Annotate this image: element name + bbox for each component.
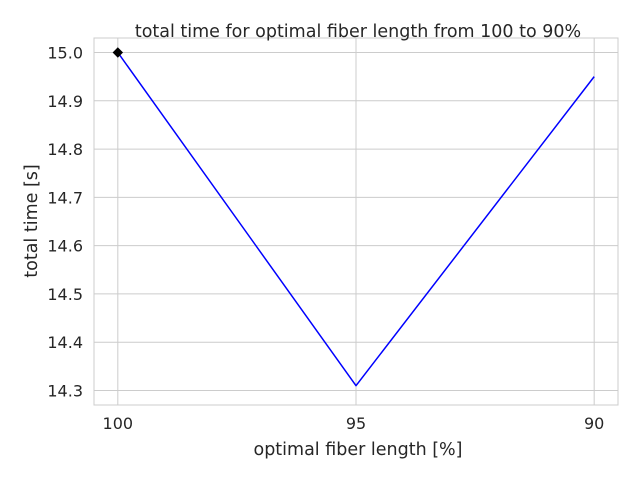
y-tick-label: 15.0 — [47, 43, 83, 62]
y-tick-label: 14.6 — [47, 237, 83, 256]
chart-title: total time for optimal fiber length from… — [135, 22, 581, 42]
y-axis-ticks: 14.3 14.4 14.5 14.6 14.7 14.8 14.9 15.0 — [47, 43, 83, 400]
y-tick-label: 14.4 — [47, 333, 83, 352]
x-axis-ticks: 100 95 90 — [103, 414, 605, 433]
y-tick-label: 14.5 — [47, 285, 83, 304]
x-axis-label: optimal fiber length [%] — [253, 440, 462, 460]
y-tick-label: 14.3 — [47, 382, 83, 401]
y-tick-label: 14.7 — [47, 188, 83, 207]
marker-layer — [112, 47, 124, 58]
optimal-point-marker — [112, 47, 124, 58]
y-tick-label: 14.8 — [47, 140, 83, 159]
series-layer — [117, 52, 595, 387]
x-tick-label: 100 — [103, 414, 134, 433]
series-line — [117, 52, 595, 387]
y-tick-label: 14.9 — [47, 92, 83, 111]
plot-area-frame — [93, 37, 619, 406]
x-tick-label: 90 — [584, 414, 604, 433]
y-axis-label: total time [s] — [22, 164, 42, 277]
grid-lines — [94, 38, 618, 405]
x-tick-label: 95 — [346, 414, 366, 433]
